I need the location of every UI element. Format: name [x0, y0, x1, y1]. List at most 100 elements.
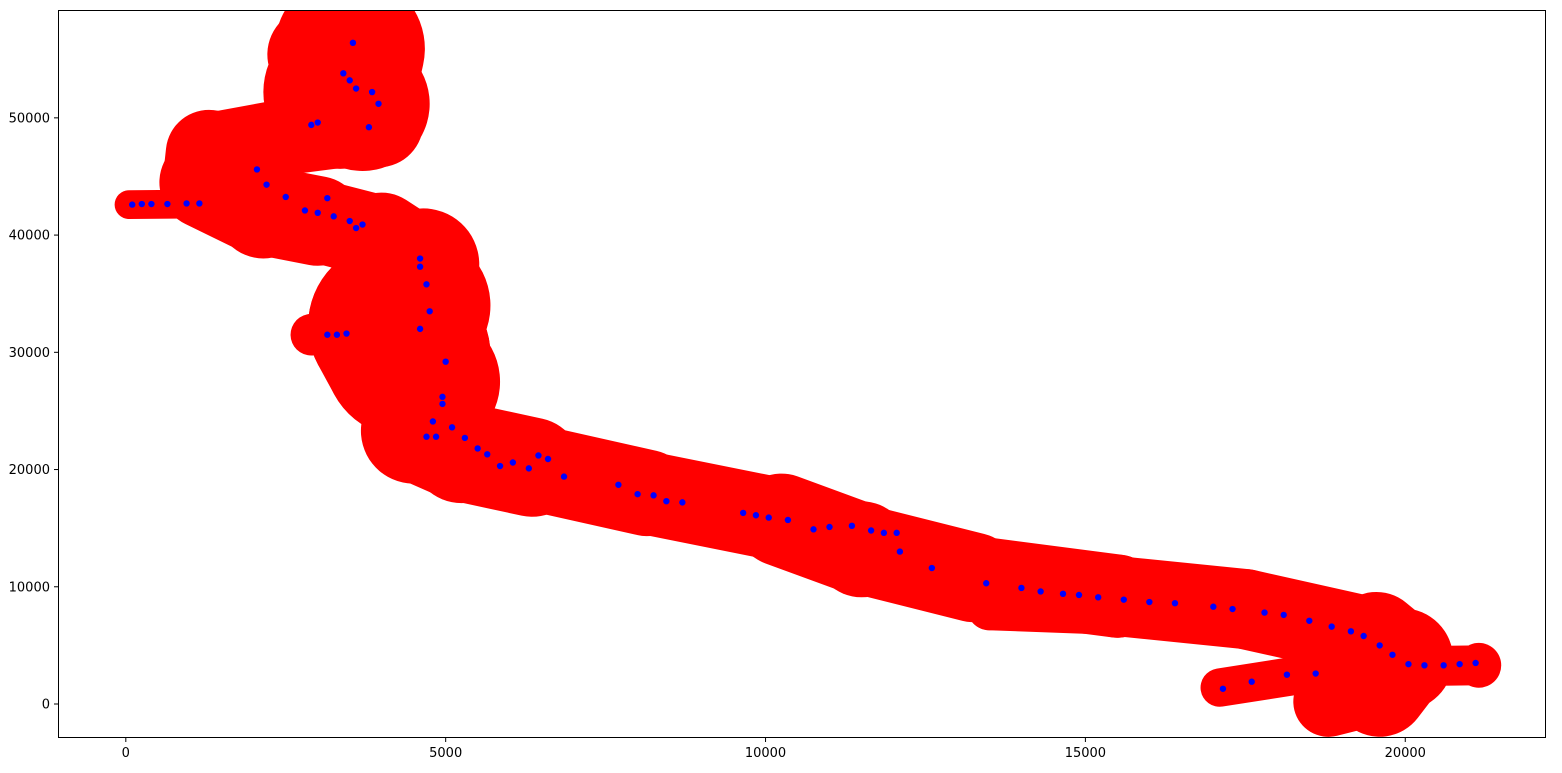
blue-point — [195, 199, 204, 208]
blue-point — [428, 417, 437, 426]
x-tick-label: 10000 — [745, 746, 786, 761]
blue-point — [163, 200, 172, 209]
blue-point — [1145, 598, 1154, 607]
blue-point — [1375, 641, 1384, 650]
red-band-segment — [967, 585, 1172, 637]
red-point — [372, 308, 417, 354]
blue-point — [1305, 616, 1314, 625]
blue-point — [182, 199, 191, 208]
blue-point — [1209, 602, 1218, 611]
blue-point — [128, 200, 137, 209]
blue-point — [739, 508, 748, 517]
blue-point — [1094, 593, 1103, 602]
blue-point — [825, 522, 834, 531]
red-point — [967, 585, 1012, 631]
blue-point — [345, 76, 354, 85]
x-tick-label: 15000 — [1065, 746, 1106, 761]
blue-point — [329, 212, 338, 221]
blue-point — [783, 515, 792, 524]
blue-point — [345, 217, 354, 226]
red-point — [304, 101, 369, 166]
blue-point — [416, 324, 425, 333]
blue-point — [895, 547, 904, 556]
red-band-segment — [290, 299, 419, 356]
blue-point — [368, 88, 377, 97]
blue-point — [1279, 610, 1288, 619]
blue-point — [1247, 677, 1256, 686]
blue-point — [483, 450, 492, 459]
x-axis: 0 5000 10000 15000 20000 — [122, 738, 1426, 761]
blue-point — [422, 280, 431, 289]
red-band-piece — [967, 585, 1172, 637]
blue-point — [1218, 684, 1227, 693]
red-point — [234, 102, 312, 180]
blue-point — [1075, 590, 1084, 599]
y-axis: 0 10000 20000 30000 40000 50000 — [9, 111, 58, 713]
blue-point — [544, 454, 553, 463]
blue-point — [448, 423, 457, 432]
blue-point — [441, 357, 450, 366]
y-tick-label: 0 — [42, 698, 50, 713]
blue-point — [339, 69, 348, 78]
blue-point — [1311, 669, 1320, 678]
red-band-segment — [1372, 642, 1502, 688]
blue-point — [809, 525, 818, 534]
blue-point — [313, 208, 322, 217]
blue-point — [364, 123, 373, 132]
blue-point — [1439, 661, 1448, 670]
blue-point — [1346, 627, 1355, 636]
blue-point — [1017, 583, 1026, 592]
blue-point — [560, 472, 569, 481]
blue-point — [1420, 661, 1429, 670]
blue-point — [927, 564, 936, 573]
blue-point — [524, 464, 533, 473]
blue-point — [1036, 587, 1045, 596]
plot-area — [114, 10, 1502, 737]
blue-point — [614, 480, 623, 489]
red-point — [887, 515, 920, 548]
y-tick-label: 30000 — [9, 346, 50, 361]
blue-point — [137, 200, 146, 209]
blue-point — [508, 458, 517, 467]
red-point — [1126, 591, 1172, 637]
red-point — [1286, 651, 1332, 696]
blue-point — [892, 528, 901, 537]
blue-point — [348, 38, 357, 47]
blue-point — [678, 498, 687, 507]
blue-point — [358, 220, 367, 229]
x-tick-label: 0 — [122, 746, 130, 761]
blue-point — [313, 118, 322, 127]
blue-point — [1404, 660, 1413, 669]
blue-point — [751, 511, 760, 520]
blue-point — [1119, 595, 1128, 604]
blue-point — [281, 192, 290, 201]
blue-point — [342, 329, 351, 338]
blue-point — [649, 491, 658, 500]
blue-point — [662, 497, 671, 506]
blue-point — [1170, 599, 1179, 608]
red-point — [608, 454, 686, 532]
blue-point — [332, 330, 341, 339]
blue-points — [128, 38, 1480, 693]
blue-point — [1260, 608, 1269, 617]
blue-point — [1327, 622, 1336, 631]
blue-point — [534, 451, 543, 460]
blue-point — [300, 206, 309, 215]
blue-point — [147, 200, 156, 209]
blue-point — [352, 224, 361, 233]
blue-point — [432, 432, 441, 441]
blue-point — [1388, 650, 1397, 659]
blue-point — [374, 99, 383, 108]
blue-point — [323, 194, 332, 203]
blue-point — [496, 462, 505, 471]
blue-point — [252, 165, 261, 174]
blue-point — [352, 84, 361, 93]
blue-point — [879, 528, 888, 537]
blue-point — [425, 307, 434, 316]
blue-point — [422, 432, 431, 441]
y-tick-label: 20000 — [9, 463, 50, 478]
y-tick-label: 40000 — [9, 229, 50, 244]
blue-point — [473, 444, 482, 453]
blue-point — [1228, 605, 1237, 614]
